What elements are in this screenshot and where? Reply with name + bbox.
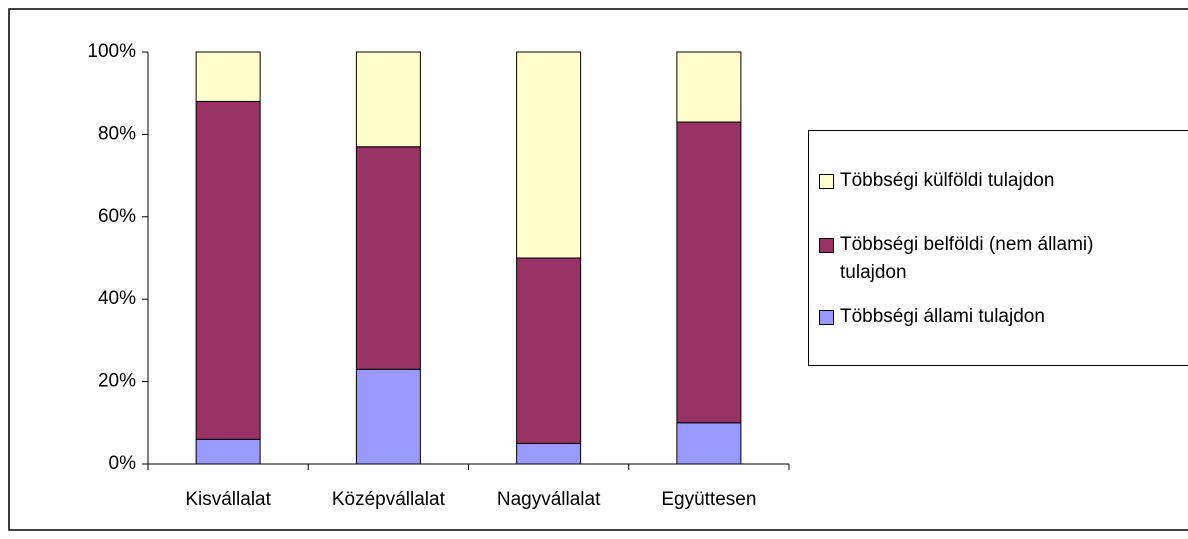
bar-segment xyxy=(516,51,582,259)
legend-entry: Többségi külföldi tulajdon xyxy=(819,167,1164,195)
y-tick-label: 80% xyxy=(98,123,136,144)
x-tick-label: Nagyvállalat xyxy=(497,489,601,510)
y-tick-label: 0% xyxy=(109,453,137,474)
legend-swatch xyxy=(819,238,834,253)
bar-segment xyxy=(195,438,261,465)
bar-segment xyxy=(676,51,742,123)
y-tick-label: 60% xyxy=(98,206,136,227)
x-tick-label: Középvállalat xyxy=(332,489,446,510)
bar-segment xyxy=(355,368,421,465)
legend-entry: Többségi állami tulajdon xyxy=(819,303,1164,331)
legend-label: Többségi belföldi (nem állami) tulajdon xyxy=(840,234,1094,283)
bar-segment xyxy=(676,121,742,424)
bar-segment xyxy=(195,100,261,440)
legend-entry: Többségi belföldi (nem állami) tulajdon xyxy=(819,231,1164,287)
bar-segment xyxy=(676,422,742,465)
legend-label: Többségi állami tulajdon xyxy=(840,306,1045,327)
legend-label: Többségi külföldi tulajdon xyxy=(840,170,1055,191)
bar-segment xyxy=(355,51,421,148)
bar-segment xyxy=(516,257,582,444)
legend-swatch xyxy=(819,174,834,189)
bar-segment xyxy=(516,442,582,465)
y-tick-label: 40% xyxy=(98,288,136,309)
bar-segment xyxy=(195,51,261,102)
legend: Többségi külföldi tulajdon Többségi belfö… xyxy=(808,130,1188,366)
x-tick-label: Kisvállalat xyxy=(185,489,271,510)
y-tick-label: 20% xyxy=(98,371,136,392)
bar-segment xyxy=(355,146,421,370)
legend-swatch xyxy=(819,310,834,325)
x-tick-label: Együttesen xyxy=(661,489,756,510)
y-tick-label: 100% xyxy=(87,41,136,62)
